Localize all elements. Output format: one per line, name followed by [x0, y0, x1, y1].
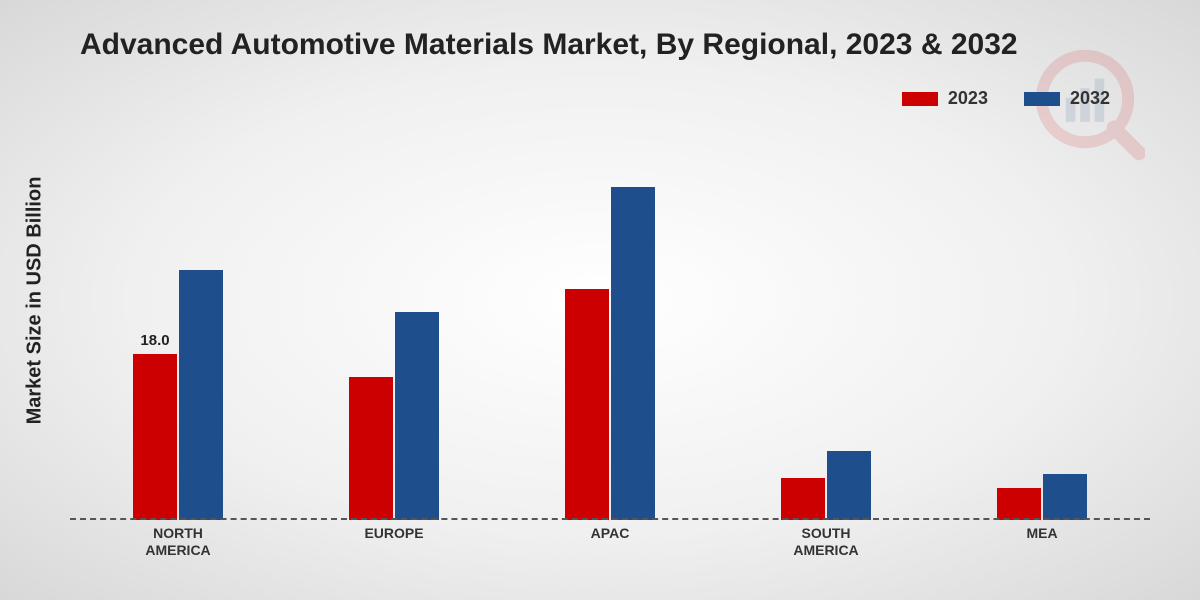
chart-title: Advanced Automotive Materials Market, By…: [80, 28, 1018, 62]
bar-group-apac: [565, 187, 655, 520]
bar-apac-2023: [565, 289, 609, 520]
legend-item-2032: 2032: [1024, 88, 1110, 109]
xlabel-apac: APAC: [550, 525, 670, 559]
x-axis-baseline: [70, 518, 1150, 520]
legend-swatch-2032: [1024, 92, 1060, 106]
xlabel-south-america: SOUTHAMERICA: [766, 525, 886, 559]
bar-eu-2023: [349, 377, 393, 520]
bar-sa-2023: [781, 478, 825, 520]
legend-label-2032: 2032: [1070, 88, 1110, 109]
bar-groups: 18.0: [70, 150, 1150, 520]
bar-apac-2032: [611, 187, 655, 520]
legend-swatch-2023: [902, 92, 938, 106]
xlabel-mea: MEA: [982, 525, 1102, 559]
y-axis-label-wrap: Market Size in USD Billion: [10, 0, 60, 600]
xlabel-north-america: NORTHAMERICA: [118, 525, 238, 559]
bar-value-label: 18.0: [140, 332, 169, 349]
y-axis-label: Market Size in USD Billion: [24, 176, 47, 424]
legend-label-2023: 2023: [948, 88, 988, 109]
bar-mea-2032: [1043, 474, 1087, 520]
bar-group-north-america: 18.0: [133, 270, 223, 520]
bar-group-europe: [349, 312, 439, 520]
x-axis-labels: NORTHAMERICA EUROPE APAC SOUTHAMERICA ME…: [70, 525, 1150, 559]
legend-item-2023: 2023: [902, 88, 988, 109]
legend: 2023 2032: [902, 88, 1110, 109]
plot-area: 18.0: [70, 150, 1150, 520]
bar-na-2023: 18.0: [133, 354, 177, 521]
bar-group-mea: [997, 474, 1087, 520]
bar-na-2032: [179, 270, 223, 520]
xlabel-europe: EUROPE: [334, 525, 454, 559]
bar-eu-2032: [395, 312, 439, 520]
bar-sa-2032: [827, 451, 871, 520]
bar-group-south-america: [781, 451, 871, 520]
bar-mea-2023: [997, 488, 1041, 520]
